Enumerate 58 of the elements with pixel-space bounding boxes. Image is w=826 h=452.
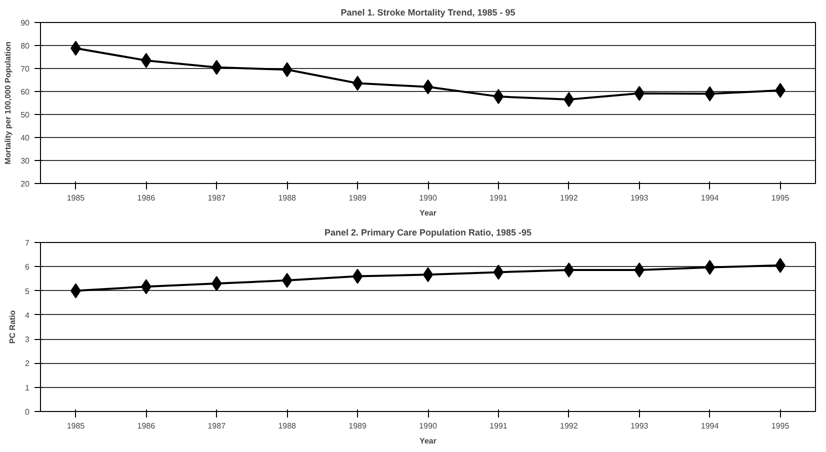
y-tick-label: 30	[20, 156, 30, 166]
x-tick-label: 1993	[630, 194, 649, 202]
x-tick-label: 1987	[208, 194, 226, 202]
y-tick-label: 0	[25, 408, 30, 416]
x-tick-label: 1988	[278, 194, 297, 202]
y-tick-label: 80	[20, 42, 30, 50]
point	[352, 268, 363, 284]
x-tick-label: 1985	[66, 422, 86, 430]
y-tick-label: 4	[25, 310, 30, 320]
point	[211, 276, 222, 292]
point	[634, 262, 645, 278]
chart-title: Panel 2. Primary Care Population Ratio, 1985 -95	[324, 228, 532, 238]
y-tick-label: 3	[25, 335, 30, 344]
x-tick-label: 1989	[348, 194, 367, 202]
y-tick-label: 50	[20, 110, 30, 120]
x-tick-label: 1990	[419, 194, 438, 202]
y-axis-title: Mortality per 100,000 Population	[4, 42, 13, 164]
y-tick-label: 90	[20, 18, 30, 28]
x-axis-title: Year	[420, 208, 436, 218]
x-tick-label: 1995	[771, 422, 790, 430]
point	[282, 62, 292, 78]
x-axis-title: Year	[420, 436, 436, 446]
x-tick-label: 1985	[66, 194, 86, 202]
x-tick-label: 1992	[560, 194, 578, 202]
point	[564, 262, 574, 278]
point	[352, 76, 363, 91]
x-tick-label: 1988	[278, 422, 297, 430]
point	[422, 267, 434, 282]
point	[564, 92, 574, 108]
x-tick-label: 1994	[700, 194, 720, 202]
point	[493, 89, 504, 104]
x-tick-label: 1987	[208, 422, 226, 430]
x-tick-label: 1991	[490, 422, 508, 430]
y-tick-label: 5	[25, 286, 30, 296]
x-tick-label: 1990	[419, 422, 438, 430]
x-tick-label: 1995	[771, 194, 790, 202]
point	[211, 60, 222, 75]
y-tick-label: 70	[20, 64, 30, 74]
y-tick-label: 40	[20, 134, 30, 142]
y-tick-label: 6	[25, 262, 30, 272]
x-tick-label: 1986	[137, 422, 156, 430]
x-tick-label: 1994	[700, 422, 720, 430]
y-tick-label: 60	[20, 88, 30, 96]
y-tick-label: 7	[25, 238, 30, 248]
x-tick-label: 1992	[560, 422, 578, 430]
x-tick-label: 1989	[348, 422, 367, 430]
point	[282, 272, 292, 288]
point	[422, 79, 434, 94]
y-tick-label: 1	[25, 383, 30, 392]
point	[634, 86, 645, 101]
y-tick-label: 2	[25, 359, 30, 368]
chart-title: Panel 1. Stroke Mortality Trend, 1985 - 95	[340, 8, 516, 18]
x-tick-label: 1986	[137, 194, 156, 202]
x-tick-label: 1993	[630, 422, 649, 430]
y-tick-label: 20	[20, 180, 30, 188]
y-axis-title: PC Ratio	[8, 310, 18, 344]
x-tick-label: 1991	[490, 194, 508, 202]
point	[493, 264, 504, 280]
